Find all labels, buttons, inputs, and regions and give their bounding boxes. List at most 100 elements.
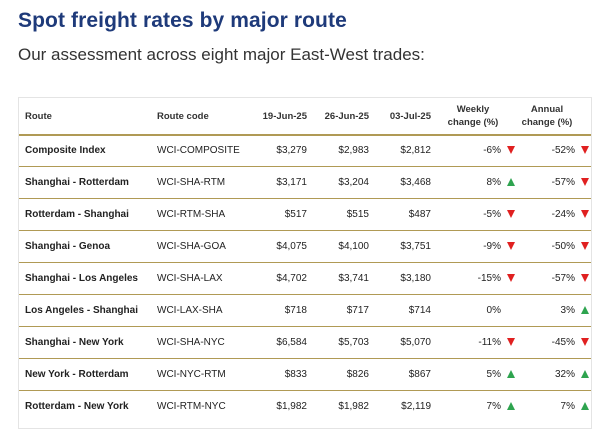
- header-weekly-line1: Weekly: [456, 104, 490, 115]
- weekly-change-cell: 5%: [486, 368, 501, 380]
- table-row: Shanghai - Genoa WCI-SHA-GOA $4,075 $4,100 $…: [19, 230, 591, 263]
- route-code-cell: WCI-SHA-GOA: [157, 240, 226, 252]
- rate-date-1-cell: $517: [284, 208, 307, 220]
- rate-date-2-cell: $3,741: [338, 272, 369, 284]
- route-cell: Shanghai - New York: [25, 336, 124, 348]
- down-arrow-icon: [581, 230, 589, 262]
- route-code-cell: WCI-SHA-RTM: [157, 176, 226, 188]
- weekly-change-cell: -5%: [483, 208, 501, 220]
- route-code-cell: WCI-RTM-NYC: [157, 400, 226, 412]
- route-code-cell: WCI-COMPOSITE: [157, 144, 240, 156]
- up-arrow-icon: [581, 294, 589, 326]
- header-date-2: 26-Jun-25: [324, 110, 369, 122]
- rate-date-2-cell: $3,204: [338, 176, 369, 188]
- rate-date-2-cell: $2,983: [338, 144, 369, 156]
- table-row: Shanghai - Los Angeles WCI-SHA-LAX $4,702 $…: [19, 262, 591, 295]
- route-cell: New York - Rotterdam: [25, 368, 129, 380]
- header-route: Route: [25, 110, 52, 122]
- table-header: Route Route code 19-Jun-25 26-Jun-25 03-…: [19, 98, 591, 136]
- down-arrow-icon: [581, 262, 589, 294]
- route-cell: Los Angeles - Shanghai: [25, 304, 138, 316]
- table-row: Shanghai - New York WCI-SHA-NYC $6,584 $5,7…: [19, 326, 591, 359]
- rate-date-2-cell: $4,100: [338, 240, 369, 252]
- header-date-3: 03-Jul-25: [389, 110, 431, 122]
- weekly-change-cell: 8%: [486, 176, 501, 188]
- annual-change-cell: -50%: [551, 240, 575, 252]
- table-row: Los Angeles - Shanghai WCI-LAX-SHA $718 $71…: [19, 294, 591, 327]
- weekly-change-cell: -9%: [483, 240, 501, 252]
- up-arrow-icon: [581, 358, 589, 390]
- table-row: New York - Rotterdam WCI-NYC-RTM $833 $826 $…: [19, 358, 591, 391]
- rate-date-2-cell: $1,982: [338, 400, 369, 412]
- down-arrow-icon: [581, 326, 589, 358]
- annual-change-cell: -52%: [551, 144, 575, 156]
- header-annual-change: Annual change (%): [513, 98, 581, 134]
- annual-change-cell: -57%: [551, 272, 575, 284]
- page-title: Spot freight rates by major route: [18, 9, 347, 32]
- down-arrow-icon: [507, 198, 515, 230]
- annual-change-cell: 32%: [554, 368, 575, 380]
- up-arrow-icon: [507, 390, 515, 422]
- route-cell: Rotterdam - New York: [25, 400, 129, 412]
- rate-date-3-cell: $3,180: [400, 272, 431, 284]
- rate-date-1-cell: $1,982: [276, 400, 307, 412]
- up-arrow-icon: [581, 390, 589, 422]
- rate-date-3-cell: $5,070: [400, 336, 431, 348]
- header-annual-line1: Annual: [530, 104, 564, 115]
- rate-date-3-cell: $487: [408, 208, 431, 220]
- rate-date-3-cell: $3,468: [400, 176, 431, 188]
- table-row: Composite Index WCI-COMPOSITE $3,279 $2,983…: [19, 134, 591, 167]
- route-code-cell: WCI-SHA-NYC: [157, 336, 225, 348]
- weekly-change-cell: -11%: [478, 336, 501, 348]
- down-arrow-icon: [581, 198, 589, 230]
- rate-date-2-cell: $515: [346, 208, 369, 220]
- rate-date-2-cell: $826: [346, 368, 369, 380]
- route-cell: Shanghai - Rotterdam: [25, 176, 129, 188]
- weekly-change-cell: 0%: [486, 304, 501, 316]
- table-row: Shanghai - Rotterdam WCI-SHA-RTM $3,171 $3,…: [19, 166, 591, 199]
- rate-date-1-cell: $3,279: [276, 144, 307, 156]
- rate-date-3-cell: $867: [408, 368, 431, 380]
- header-annual-line2: change (%): [521, 117, 573, 128]
- rate-date-3-cell: $2,119: [401, 400, 431, 412]
- freight-rates-table: Route Route code 19-Jun-25 26-Jun-25 03-…: [18, 97, 592, 429]
- down-arrow-icon: [507, 262, 515, 294]
- rate-date-3-cell: $714: [408, 304, 431, 316]
- rate-date-3-cell: $3,751: [400, 240, 431, 252]
- table-row: Rotterdam - New York WCI-RTM-NYC $1,982 $1,…: [19, 390, 591, 422]
- rate-date-1-cell: $6,584: [276, 336, 307, 348]
- rate-date-1-cell: $718: [284, 304, 307, 316]
- route-cell: Composite Index: [25, 144, 106, 156]
- route-cell: Shanghai - Genoa: [25, 240, 111, 252]
- page-subtitle: Our assessment across eight major East-W…: [18, 45, 425, 64]
- route-code-cell: WCI-NYC-RTM: [157, 368, 226, 380]
- annual-change-cell: -45%: [551, 336, 575, 348]
- rate-date-1-cell: $3,171: [276, 176, 307, 188]
- route-code-cell: WCI-RTM-SHA: [157, 208, 226, 220]
- up-arrow-icon: [507, 358, 515, 390]
- down-arrow-icon: [581, 134, 589, 166]
- weekly-change-cell: -6%: [483, 144, 501, 156]
- route-cell: Rotterdam - Shanghai: [25, 208, 129, 220]
- rate-date-1-cell: $4,702: [276, 272, 307, 284]
- header-route-code: Route code: [157, 110, 209, 122]
- down-arrow-icon: [507, 134, 515, 166]
- weekly-change-cell: -15%: [477, 272, 501, 284]
- rate-date-1-cell: $833: [284, 368, 307, 380]
- rate-date-3-cell: $2,812: [400, 144, 431, 156]
- down-arrow-icon: [581, 166, 589, 198]
- header-date-1: 19-Jun-25: [262, 110, 307, 122]
- annual-change-cell: 3%: [560, 304, 575, 316]
- weekly-change-cell: 7%: [486, 400, 501, 412]
- down-arrow-icon: [507, 326, 515, 358]
- rate-date-2-cell: $5,703: [338, 336, 369, 348]
- annual-change-cell: -24%: [551, 208, 575, 220]
- up-arrow-icon: [507, 166, 515, 198]
- table-row: Rotterdam - Shanghai WCI-RTM-SHA $517 $515 $…: [19, 198, 591, 231]
- rate-date-1-cell: $4,075: [276, 240, 307, 252]
- route-code-cell: WCI-LAX-SHA: [157, 304, 223, 316]
- rate-date-2-cell: $717: [346, 304, 369, 316]
- annual-change-cell: 7%: [560, 400, 575, 412]
- route-code-cell: WCI-SHA-LAX: [157, 272, 223, 284]
